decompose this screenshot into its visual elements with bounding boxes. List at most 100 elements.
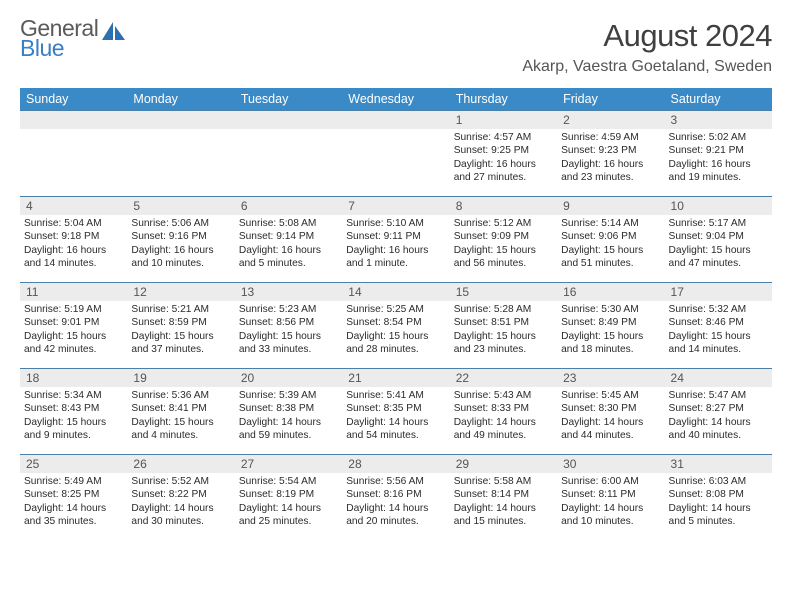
calendar-cell: 23Sunrise: 5:45 AMSunset: 8:30 PMDayligh… [557,369,664,455]
day-number: 24 [665,369,772,387]
daylight-line: Daylight: 14 hours and 40 minutes. [669,416,768,443]
daylight-line: Daylight: 16 hours and 14 minutes. [24,244,123,271]
day-content: Sunrise: 5:23 AMSunset: 8:56 PMDaylight:… [235,301,342,359]
day-content: Sunrise: 5:47 AMSunset: 8:27 PMDaylight:… [665,387,772,445]
sunrise-line: Sunrise: 5:08 AM [239,217,338,230]
day-number: 5 [127,197,234,215]
sunset-line: Sunset: 8:59 PM [131,316,230,329]
calendar-cell: 28Sunrise: 5:56 AMSunset: 8:16 PMDayligh… [342,455,449,541]
logo-sail-icon [102,22,126,47]
day-content: Sunrise: 5:58 AMSunset: 8:14 PMDaylight:… [450,473,557,531]
weekday-header: Tuesday [235,88,342,111]
daylight-line: Daylight: 15 hours and 33 minutes. [239,330,338,357]
sunrise-line: Sunrise: 5:39 AM [239,389,338,402]
daylight-line: Daylight: 15 hours and 56 minutes. [454,244,553,271]
daylight-line: Daylight: 16 hours and 1 minute. [346,244,445,271]
day-content: Sunrise: 5:19 AMSunset: 9:01 PMDaylight:… [20,301,127,359]
day-content: Sunrise: 5:06 AMSunset: 9:16 PMDaylight:… [127,215,234,273]
day-number: 9 [557,197,664,215]
daylight-line: Daylight: 14 hours and 59 minutes. [239,416,338,443]
sunrise-line: Sunrise: 5:17 AM [669,217,768,230]
day-number: 8 [450,197,557,215]
day-content: Sunrise: 5:54 AMSunset: 8:19 PMDaylight:… [235,473,342,531]
sunrise-line: Sunrise: 5:34 AM [24,389,123,402]
day-number: 29 [450,455,557,473]
day-content: Sunrise: 5:45 AMSunset: 8:30 PMDaylight:… [557,387,664,445]
day-content: Sunrise: 5:49 AMSunset: 8:25 PMDaylight:… [20,473,127,531]
weekday-header-row: SundayMondayTuesdayWednesdayThursdayFrid… [20,88,772,111]
daylight-line: Daylight: 14 hours and 15 minutes. [454,502,553,529]
sunset-line: Sunset: 8:14 PM [454,488,553,501]
sunrise-line: Sunrise: 5:23 AM [239,303,338,316]
daylight-line: Daylight: 14 hours and 25 minutes. [239,502,338,529]
daylight-line: Daylight: 16 hours and 10 minutes. [131,244,230,271]
calendar-cell: 8Sunrise: 5:12 AMSunset: 9:09 PMDaylight… [450,197,557,283]
sunrise-line: Sunrise: 5:41 AM [346,389,445,402]
sunset-line: Sunset: 9:01 PM [24,316,123,329]
calendar-cell: 20Sunrise: 5:39 AMSunset: 8:38 PMDayligh… [235,369,342,455]
day-number [235,111,342,129]
sunrise-line: Sunrise: 5:58 AM [454,475,553,488]
sunset-line: Sunset: 8:54 PM [346,316,445,329]
daylight-line: Daylight: 14 hours and 44 minutes. [561,416,660,443]
day-content: Sunrise: 6:03 AMSunset: 8:08 PMDaylight:… [665,473,772,531]
day-number: 17 [665,283,772,301]
day-content: Sunrise: 5:17 AMSunset: 9:04 PMDaylight:… [665,215,772,273]
sunrise-line: Sunrise: 4:57 AM [454,131,553,144]
day-number: 1 [450,111,557,129]
day-number: 12 [127,283,234,301]
calendar-cell: 14Sunrise: 5:25 AMSunset: 8:54 PMDayligh… [342,283,449,369]
calendar-row: 4Sunrise: 5:04 AMSunset: 9:18 PMDaylight… [20,197,772,283]
day-number: 11 [20,283,127,301]
calendar-cell: 7Sunrise: 5:10 AMSunset: 9:11 PMDaylight… [342,197,449,283]
day-number: 25 [20,455,127,473]
day-content: Sunrise: 4:59 AMSunset: 9:23 PMDaylight:… [557,129,664,187]
sunset-line: Sunset: 8:08 PM [669,488,768,501]
day-number [127,111,234,129]
day-number: 14 [342,283,449,301]
daylight-line: Daylight: 15 hours and 23 minutes. [454,330,553,357]
calendar-cell: 2Sunrise: 4:59 AMSunset: 9:23 PMDaylight… [557,111,664,197]
day-number [342,111,449,129]
sunset-line: Sunset: 8:49 PM [561,316,660,329]
location: Akarp, Vaestra Goetaland, Sweden [522,58,772,76]
logo-text: General Blue [20,18,98,60]
day-number: 23 [557,369,664,387]
month-title: August 2024 [522,18,772,54]
sunrise-line: Sunrise: 5:49 AM [24,475,123,488]
day-content: Sunrise: 5:08 AMSunset: 9:14 PMDaylight:… [235,215,342,273]
daylight-line: Daylight: 16 hours and 23 minutes. [561,158,660,185]
sunrise-line: Sunrise: 5:10 AM [346,217,445,230]
day-number: 15 [450,283,557,301]
day-number: 28 [342,455,449,473]
calendar-cell: 6Sunrise: 5:08 AMSunset: 9:14 PMDaylight… [235,197,342,283]
sunrise-line: Sunrise: 5:14 AM [561,217,660,230]
sunset-line: Sunset: 8:35 PM [346,402,445,415]
calendar-cell-empty [342,111,449,197]
day-number: 13 [235,283,342,301]
title-block: August 2024 Akarp, Vaestra Goetaland, Sw… [522,18,772,76]
sunset-line: Sunset: 9:04 PM [669,230,768,243]
calendar-cell: 13Sunrise: 5:23 AMSunset: 8:56 PMDayligh… [235,283,342,369]
calendar-cell: 30Sunrise: 6:00 AMSunset: 8:11 PMDayligh… [557,455,664,541]
daylight-line: Daylight: 16 hours and 27 minutes. [454,158,553,185]
calendar-cell: 22Sunrise: 5:43 AMSunset: 8:33 PMDayligh… [450,369,557,455]
daylight-line: Daylight: 14 hours and 20 minutes. [346,502,445,529]
day-content: Sunrise: 5:25 AMSunset: 8:54 PMDaylight:… [342,301,449,359]
day-number: 31 [665,455,772,473]
day-content: Sunrise: 6:00 AMSunset: 8:11 PMDaylight:… [557,473,664,531]
sunset-line: Sunset: 9:25 PM [454,144,553,157]
day-content: Sunrise: 5:52 AMSunset: 8:22 PMDaylight:… [127,473,234,531]
sunrise-line: Sunrise: 5:02 AM [669,131,768,144]
sunset-line: Sunset: 9:06 PM [561,230,660,243]
calendar-cell: 25Sunrise: 5:49 AMSunset: 8:25 PMDayligh… [20,455,127,541]
sunset-line: Sunset: 8:43 PM [24,402,123,415]
sunrise-line: Sunrise: 5:47 AM [669,389,768,402]
sunrise-line: Sunrise: 6:03 AM [669,475,768,488]
day-number: 26 [127,455,234,473]
day-content: Sunrise: 5:12 AMSunset: 9:09 PMDaylight:… [450,215,557,273]
day-content: Sunrise: 5:04 AMSunset: 9:18 PMDaylight:… [20,215,127,273]
sunrise-line: Sunrise: 5:36 AM [131,389,230,402]
sunset-line: Sunset: 8:19 PM [239,488,338,501]
calendar-cell: 10Sunrise: 5:17 AMSunset: 9:04 PMDayligh… [665,197,772,283]
